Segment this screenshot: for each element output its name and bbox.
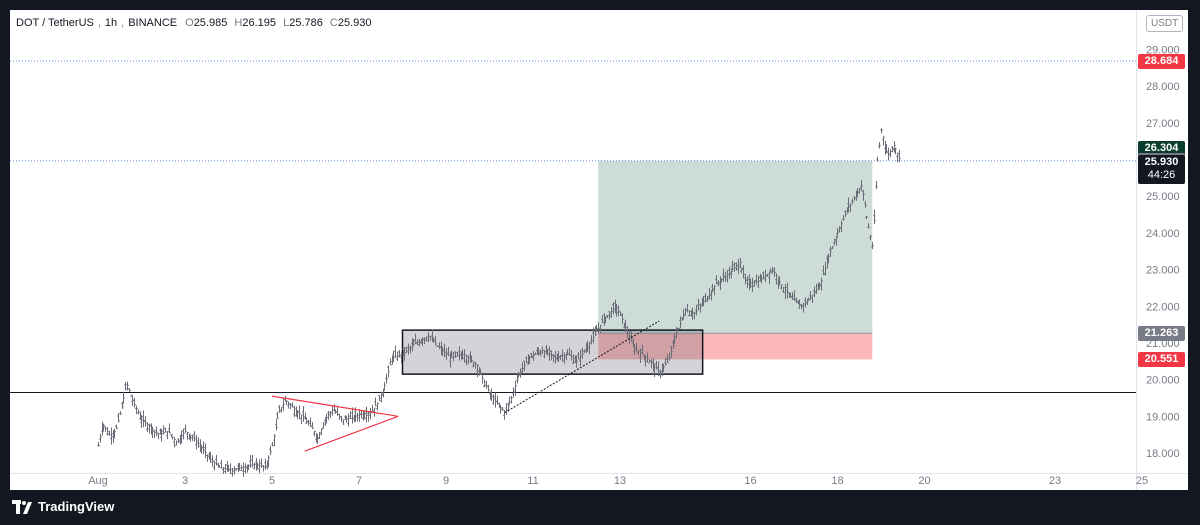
x-tick-label: 16 xyxy=(744,475,756,487)
price-tag-high: 26.304 xyxy=(1138,140,1185,156)
ohlc-values: O25.985 H26.195 L25.786 C25.930 xyxy=(181,17,371,29)
x-tick-label: 9 xyxy=(443,475,449,487)
ohlc-high-value: 26.195 xyxy=(242,17,277,29)
price-tag-last: 25.930 44:26 xyxy=(1138,154,1185,184)
stop-loss-zone[interactable] xyxy=(598,333,873,360)
price-tag-target-text: 28.684 xyxy=(1144,54,1179,67)
y-tick-label: 29.000 xyxy=(1146,45,1180,57)
price-tag-stop: 20.551 xyxy=(1138,351,1185,367)
y-tick-label: 23.000 xyxy=(1146,265,1180,277)
footer-branding[interactable]: TradingView xyxy=(12,499,114,514)
x-tick-label: 3 xyxy=(182,475,188,487)
symbol-label[interactable]: DOT / TetherUS xyxy=(16,17,94,29)
ohlc-close-value: 25.930 xyxy=(337,17,372,29)
price-tag-last-text: 25.930 xyxy=(1144,155,1179,168)
take-profit-zone[interactable] xyxy=(598,160,873,334)
ohlc-close-key: C xyxy=(329,17,338,29)
ohlc-low-value: 25.786 xyxy=(289,17,323,29)
ohlc-low-key: L xyxy=(283,17,290,29)
x-tick-label: 20 xyxy=(918,475,930,487)
x-tick-label: Aug xyxy=(88,475,108,487)
x-tick-label: 7 xyxy=(356,475,362,487)
price-tag-entry: 21.263 xyxy=(1138,325,1185,341)
triangle-lower-line[interactable] xyxy=(304,415,399,452)
x-tick-label: 5 xyxy=(269,475,275,487)
price-tag-high-text: 26.304 xyxy=(1144,141,1179,154)
exchange-label: BINANCE xyxy=(128,17,178,29)
x-tick-label: 11 xyxy=(527,475,538,487)
price-tag-target: 28.684 xyxy=(1138,53,1185,69)
currency-button[interactable]: USDT xyxy=(1146,15,1184,32)
ohlc-high-key: H xyxy=(234,17,243,29)
x-tick-label: 13 xyxy=(614,475,626,487)
price-tag-stop-text: 20.551 xyxy=(1144,352,1179,365)
tradingview-brand-text: TradingView xyxy=(38,499,115,514)
chart-frame[interactable]: 18.000 19.000 20.000 21.000 22.000 23.000 24.0… xyxy=(10,10,1188,490)
y-tick-label: 24.000 xyxy=(1146,228,1180,240)
y-tick-label: 19.000 xyxy=(1146,411,1180,423)
y-tick-label: 27.000 xyxy=(1146,118,1180,130)
y-tick-label: 25.000 xyxy=(1146,191,1180,203)
ohlc-open-key: O xyxy=(185,17,194,29)
trendline[interactable] xyxy=(504,320,660,414)
y-tick-label: 18.000 xyxy=(1146,448,1180,460)
consolidation-range-box[interactable] xyxy=(401,329,704,375)
y-tick-label: 22.000 xyxy=(1146,301,1180,313)
price-tag-entry-text: 21.263 xyxy=(1144,326,1179,339)
y-tick-label: 28.000 xyxy=(1146,81,1180,93)
y-tick-label: 20.000 xyxy=(1146,375,1180,387)
chart-header: DOT / TetherUS, 1h, BINANCE O25.985 H26.… xyxy=(16,17,372,29)
chart-canvas[interactable]: 18.000 19.000 20.000 21.000 22.000 23.000 24.0… xyxy=(10,10,1188,490)
ohlc-open-value: 25.985 xyxy=(193,17,228,29)
triangle-upper-line[interactable] xyxy=(271,395,399,417)
interval-label[interactable]: 1h xyxy=(104,17,118,29)
y-tick-label: 21.000 xyxy=(1146,338,1180,350)
x-tick-label: 23 xyxy=(1049,475,1061,487)
x-tick-label: 18 xyxy=(831,475,843,487)
x-tick-label: 25 xyxy=(1136,475,1148,487)
countdown-text: 44:26 xyxy=(1147,168,1176,181)
tradingview-logo-icon xyxy=(12,499,32,514)
plot-area[interactable] xyxy=(10,10,1136,473)
